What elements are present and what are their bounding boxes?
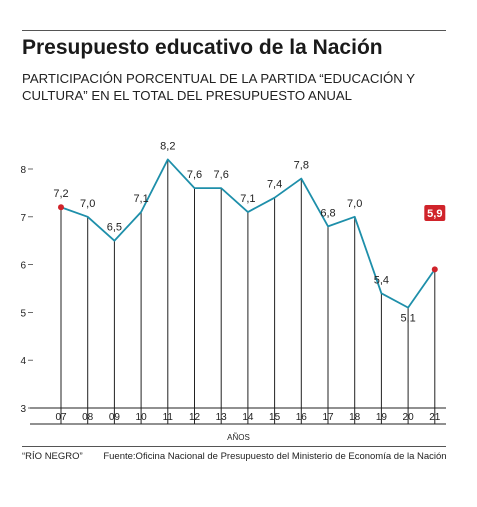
data-label: 6,5 (107, 222, 122, 234)
y-tick-label: 6 (20, 261, 26, 272)
y-tick-label: 3 (20, 404, 26, 415)
data-label: 7,1 (133, 193, 148, 205)
x-tick-label: 14 (242, 412, 254, 423)
data-label: 7,1 (240, 193, 255, 205)
x-tick-label: 10 (136, 412, 148, 423)
x-tick-label: 21 (429, 412, 441, 423)
chart-title: Presupuesto educativo de la Nación (22, 36, 383, 59)
x-tick-label: 17 (322, 412, 334, 423)
data-label: 7,0 (347, 198, 362, 210)
x-axis-title: AÑOS (227, 433, 250, 442)
x-tick-label: 16 (296, 412, 308, 423)
bottom-rule (22, 446, 446, 447)
source-text: Fuente:Oficina Nacional de Presupuesto d… (103, 451, 447, 462)
data-label: 7,6 (214, 169, 229, 181)
y-tick-label: 5 (20, 308, 26, 319)
x-tick-label: 13 (216, 412, 228, 423)
data-label: 7,8 (294, 160, 309, 172)
data-label: 5,1 (400, 313, 415, 325)
x-tick-label: 07 (55, 412, 67, 423)
y-tick-label: 8 (20, 165, 26, 176)
top-rule (22, 30, 446, 31)
data-label: 7,2 (53, 188, 68, 200)
data-label: 7,0 (80, 198, 95, 210)
x-tick-label: 09 (109, 412, 121, 423)
x-tick-label: 20 (403, 412, 415, 423)
x-tick-label: 08 (82, 412, 94, 423)
x-tick-label: 18 (349, 412, 361, 423)
y-tick-label: 4 (20, 356, 26, 367)
chart-subtitle: PARTICIPACIÓN PORCENTUAL DE LA PARTIDA “… (22, 71, 415, 103)
data-point-marker (431, 266, 438, 273)
highlight-badge (424, 205, 446, 221)
x-tick-label: 15 (269, 412, 281, 423)
data-label: 5,4 (374, 274, 389, 286)
credit-text: “RÍO NEGRO” (22, 451, 83, 462)
data-point-marker (58, 204, 64, 211)
data-label-highlight: 5,9 (427, 208, 442, 220)
y-tick-label: 7 (20, 213, 26, 224)
data-label: 6,8 (320, 207, 335, 219)
x-tick-label: 19 (376, 412, 388, 423)
footer: “RÍO NEGRO” Fuente:Oficina Nacional de P… (22, 451, 447, 462)
series-line (60, 158, 436, 309)
x-tick-label: 11 (163, 412, 174, 423)
x-tick-label: 12 (189, 412, 201, 423)
data-label: 8,2 (160, 140, 175, 152)
data-label: 7,6 (187, 169, 202, 181)
data-label: 7,4 (267, 179, 282, 191)
